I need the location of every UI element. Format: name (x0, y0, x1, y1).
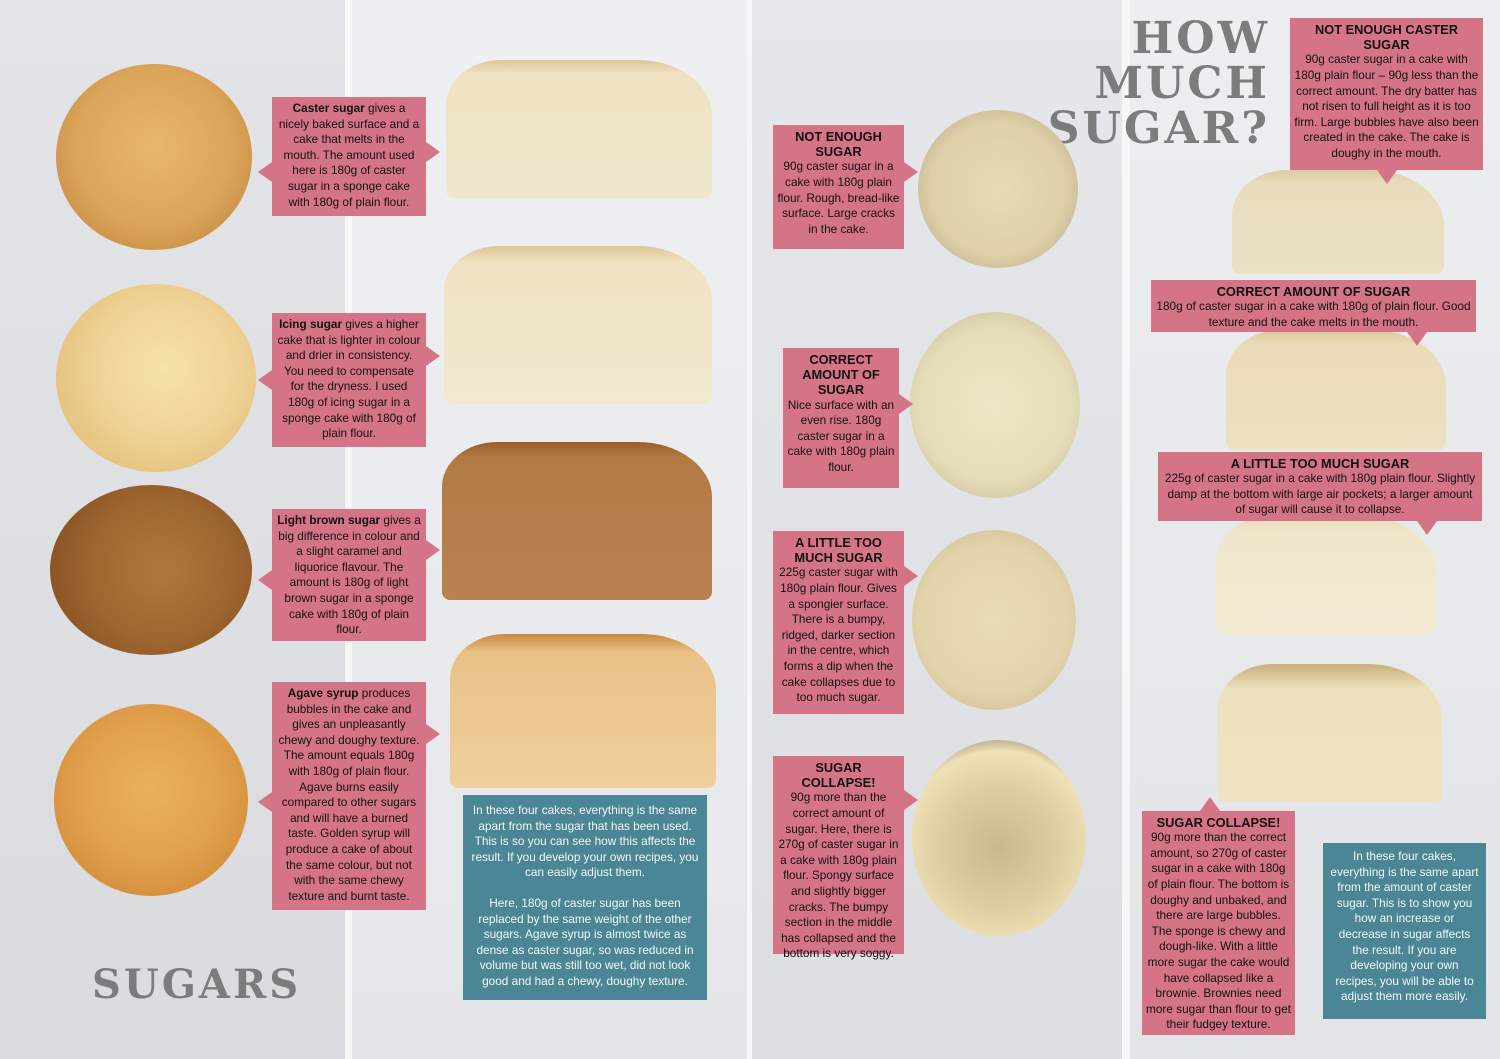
agave-syrup-note: Agave syrup produces bubbles in the cake… (272, 682, 426, 910)
not-enough-sugar-cake-top (918, 110, 1078, 268)
note-title: SUGAR COLLAPSE! (1156, 815, 1281, 830)
note-text: Nice surface with an even rise. 180g cas… (787, 397, 895, 474)
note-pointer (904, 790, 918, 810)
sugar-collapse-note: SUGAR COLLAPSE! 90g more than the correc… (773, 756, 904, 960)
note-text: gives a higher cake that is lighter in c… (277, 317, 421, 441)
note-lead: Caster sugar (292, 101, 365, 115)
icing-sugar-cake-top (56, 284, 256, 472)
sugars-info-box: In these four cakes, everything is the s… (463, 795, 707, 1000)
note-text: gives a big difference in colour and a s… (278, 513, 421, 637)
correct-amount-note: CORRECT AMOUNT OF SUGAR Nice surface wit… (783, 348, 899, 488)
a-little-too-much-sugar-slice-note: A LITTLE TOO MUCH SUGAR 225g of caster s… (1158, 452, 1482, 521)
info-paragraph: In these four cakes, everything is the s… (471, 803, 699, 880)
note-lead: Agave syrup (287, 686, 359, 700)
correct-amount-slice-note: CORRECT AMOUNT OF SUGAR 180g of caster s… (1151, 280, 1476, 332)
note-pointer (426, 142, 440, 162)
note-pointer (904, 162, 918, 182)
note-text: produces bubbles in the cake and gives a… (278, 686, 420, 903)
note-text: 90g caster sugar in a cake with 180g pla… (1294, 52, 1479, 160)
info-paragraph: In these four cakes, everything is the s… (1330, 849, 1479, 1004)
note-title: A LITTLE TOO MUCH SUGAR (1230, 456, 1410, 471)
note-text: 180g of caster sugar in a cake with 180g… (1156, 299, 1471, 329)
caster-sugar-cake-slice (446, 60, 712, 198)
agave-syrup-cake-slice (450, 634, 716, 788)
note-text: 90g more than the correct amount of suga… (778, 790, 899, 961)
sugar-collapse-slice-note: SUGAR COLLAPSE! 90g more than the correc… (1142, 811, 1295, 1035)
not-enough-caster-sugar-slice (1232, 170, 1444, 274)
note-title: NOT ENOUGH CASTER SUGAR (1315, 22, 1458, 53)
caster-sugar-cake-top (56, 64, 252, 250)
note-pointer (1407, 332, 1427, 346)
note-title: CORRECT AMOUNT OF SUGAR (802, 352, 880, 398)
note-pointer (426, 724, 440, 744)
note-text: 225g caster sugar with 180g plain flour.… (779, 565, 898, 705)
page-gutter (1122, 0, 1130, 1059)
note-pointer (904, 566, 918, 586)
note-title: CORRECT AMOUNT OF SUGAR (1216, 284, 1411, 299)
note-pointer (899, 394, 913, 414)
note-text: 225g of caster sugar in a cake with 180g… (1164, 471, 1476, 517)
a-little-too-much-sugar-slice (1216, 516, 1436, 634)
a-little-too-much-sugar-note: A LITTLE TOO MUCH SUGAR 225g caster suga… (773, 531, 904, 714)
not-enough-sugar-note: NOT ENOUGH SUGAR 90g caster sugar in a c… (773, 125, 904, 249)
note-title: A LITTLE TOO MUCH SUGAR (794, 535, 883, 566)
amounts-info-box: In these four cakes, everything is the s… (1323, 843, 1486, 1019)
correct-amount-cake-top (910, 312, 1080, 498)
note-pointer (1200, 797, 1220, 811)
title-line: HOW MUCH (1094, 13, 1270, 109)
note-lead: Icing sugar (279, 317, 343, 331)
light-brown-sugar-cake-top (50, 485, 252, 655)
icing-sugar-cake-slice (444, 246, 712, 404)
info-paragraph: Here, 180g of caster sugar has been repl… (476, 895, 694, 988)
note-lead: Light brown sugar (277, 513, 381, 527)
note-text: 90g caster sugar in a cake with 180g pla… (777, 159, 900, 236)
light-brown-sugar-note: Light brown sugar gives a big difference… (272, 509, 426, 641)
sugar-collapse-cake-top (912, 740, 1086, 936)
note-pointer (426, 540, 440, 560)
agave-syrup-cake-top (54, 704, 248, 896)
note-pointer (1377, 170, 1397, 184)
page-title-sugars: SUGARS (92, 961, 302, 1008)
note-title: NOT ENOUGH SUGAR (795, 129, 882, 160)
icing-sugar-note: Icing sugar gives a higher cake that is … (272, 313, 426, 447)
page-title-how-much-sugar: HOW MUCH SUGAR? (958, 16, 1270, 151)
note-pointer (258, 162, 272, 182)
note-text: gives a nicely baked surface and a cake … (278, 101, 420, 209)
not-enough-caster-sugar-note: NOT ENOUGH CASTER SUGAR 90g caster sugar… (1290, 18, 1483, 170)
page-gutter (747, 0, 752, 1059)
note-pointer (258, 370, 272, 390)
title-line: SUGAR? (1047, 103, 1270, 154)
correct-amount-slice (1226, 330, 1446, 450)
note-title: SUGAR COLLAPSE! (801, 760, 876, 791)
note-pointer (1417, 521, 1437, 535)
light-brown-sugar-cake-slice (442, 442, 712, 600)
a-little-too-much-sugar-cake-top (912, 530, 1076, 710)
sugar-collapse-slice (1218, 664, 1442, 802)
caster-sugar-note: Caster sugar gives a nicely baked surfac… (272, 97, 426, 216)
note-pointer (426, 346, 440, 366)
note-pointer (258, 570, 272, 590)
note-text: 90g more than the correct amount, so 270… (1146, 830, 1291, 1032)
note-pointer (258, 792, 272, 812)
